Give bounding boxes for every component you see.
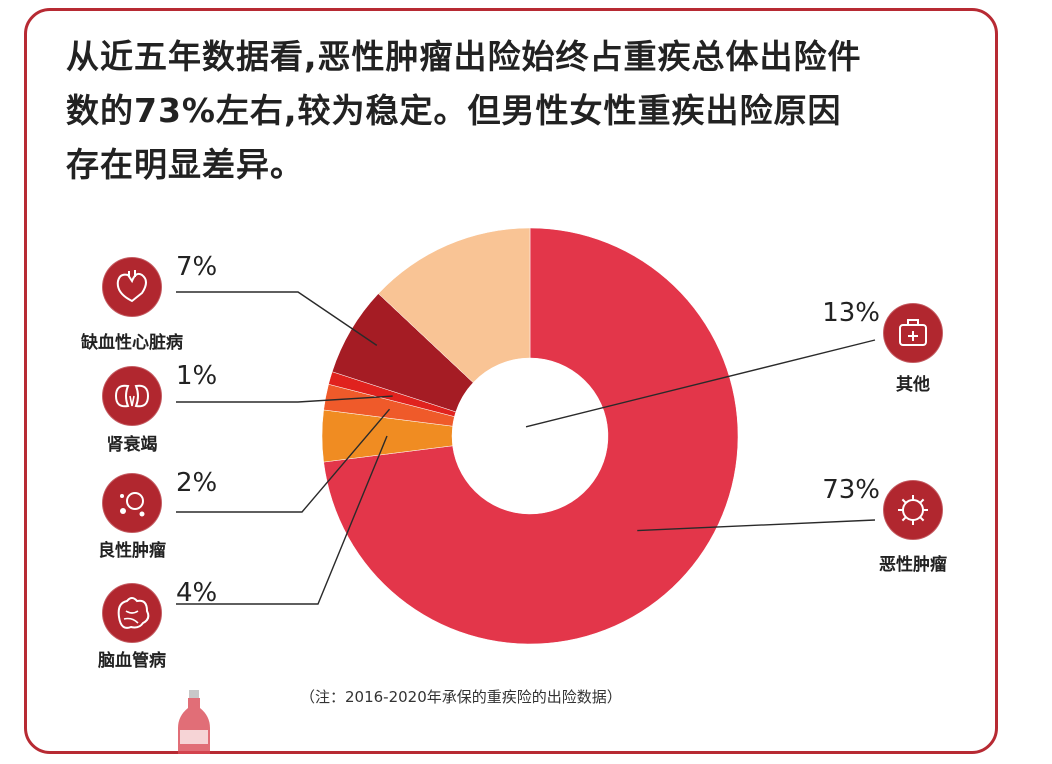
headline-line-1: 从近五年数据看,恶性肿瘤出险始终占重疾总体出险件 xyxy=(66,37,862,76)
category-label-3: 肾衰竭 xyxy=(107,434,158,455)
headline: 从近五年数据看,恶性肿瘤出险始终占重疾总体出险件 数的73%左右,较为稳定。但男… xyxy=(66,30,986,192)
leader-line-2 xyxy=(176,408,391,513)
leader-line-1 xyxy=(176,435,388,605)
data-label-5: 13% xyxy=(822,298,880,328)
cells-icon xyxy=(101,472,163,534)
category-label-0: 恶性肿瘤 xyxy=(879,554,947,575)
data-label-2: 2% xyxy=(176,468,217,498)
category-label-5: 其他 xyxy=(896,374,930,395)
footnote: （注：2016-2020年承保的重疾险的出险数据） xyxy=(300,688,622,706)
bottle-icon xyxy=(178,690,210,754)
medkit-icon xyxy=(882,302,944,364)
leader-line-5 xyxy=(525,339,876,428)
heart-icon xyxy=(101,256,163,318)
data-label-0: 73% xyxy=(822,475,880,505)
leader-line-3 xyxy=(176,395,393,403)
leader-line-0 xyxy=(637,519,876,532)
brain-icon xyxy=(101,582,163,644)
category-label-2: 良性肿瘤 xyxy=(98,540,166,561)
headline-line-3: 存在明显差异。 xyxy=(66,145,304,184)
headline-line-2: 数的73%左右,较为稳定。但男性女性重疾出险原因 xyxy=(66,91,842,130)
category-label-1: 脑血管病 xyxy=(98,650,166,671)
data-label-1: 4% xyxy=(176,578,217,608)
pie-slice-5 xyxy=(378,227,531,383)
leader-line-4 xyxy=(176,291,378,346)
category-label-4: 缺血性心脏病 xyxy=(81,332,183,353)
virus-icon xyxy=(882,479,944,541)
data-label-3: 1% xyxy=(176,361,217,391)
kidney-icon xyxy=(101,365,163,427)
data-label-4: 7% xyxy=(176,252,217,282)
